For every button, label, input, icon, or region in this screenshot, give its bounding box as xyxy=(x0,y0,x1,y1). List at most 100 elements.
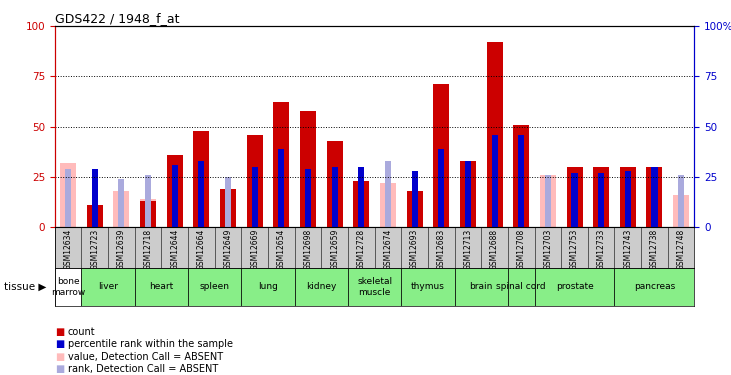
Text: thymus: thymus xyxy=(411,282,445,291)
Text: ■: ■ xyxy=(55,327,64,337)
Bar xyxy=(241,268,295,306)
Text: GSM12723: GSM12723 xyxy=(91,229,99,270)
Bar xyxy=(567,166,583,227)
Text: ■: ■ xyxy=(55,364,64,374)
Bar xyxy=(295,268,348,306)
Text: GSM12713: GSM12713 xyxy=(463,229,472,270)
Bar xyxy=(118,179,124,227)
Text: ■: ■ xyxy=(55,352,64,362)
Bar xyxy=(140,201,156,227)
Text: kidney: kidney xyxy=(306,282,336,291)
Text: rank, Detection Call = ABSENT: rank, Detection Call = ABSENT xyxy=(68,364,219,374)
Bar xyxy=(348,268,401,306)
Bar xyxy=(513,124,529,227)
Bar xyxy=(460,160,476,227)
Bar xyxy=(646,171,662,227)
Bar xyxy=(620,166,636,227)
Bar xyxy=(92,169,98,227)
Text: GSM12688: GSM12688 xyxy=(490,229,499,270)
Bar xyxy=(646,166,662,227)
Text: liver: liver xyxy=(98,282,118,291)
Text: GSM12743: GSM12743 xyxy=(624,229,632,270)
Text: tissue ▶: tissue ▶ xyxy=(4,282,46,292)
Text: count: count xyxy=(68,327,96,337)
Bar xyxy=(246,135,262,227)
Bar xyxy=(651,166,657,227)
Text: GSM12654: GSM12654 xyxy=(277,229,286,270)
Bar xyxy=(60,163,76,227)
Text: bone
marrow: bone marrow xyxy=(51,277,86,297)
Text: pancreas: pancreas xyxy=(634,282,675,291)
Bar xyxy=(251,166,258,227)
Bar xyxy=(406,191,423,227)
Bar xyxy=(273,102,289,227)
Text: ■: ■ xyxy=(55,339,64,349)
Bar xyxy=(300,111,316,227)
Text: GSM12748: GSM12748 xyxy=(677,229,686,270)
Text: GSM12644: GSM12644 xyxy=(170,229,179,270)
Bar xyxy=(678,175,684,227)
Bar xyxy=(651,177,657,227)
Bar xyxy=(194,130,209,227)
Bar xyxy=(332,166,338,227)
Bar xyxy=(487,42,502,227)
Bar xyxy=(113,191,129,227)
Text: GSM12639: GSM12639 xyxy=(117,229,126,270)
Text: GSM12674: GSM12674 xyxy=(384,229,393,270)
Bar xyxy=(508,268,534,306)
Text: GSM12738: GSM12738 xyxy=(650,229,659,270)
Text: GSM12753: GSM12753 xyxy=(570,229,579,270)
Text: spleen: spleen xyxy=(200,282,230,291)
Bar xyxy=(167,154,183,227)
Text: GSM12649: GSM12649 xyxy=(224,229,232,270)
Bar xyxy=(572,173,577,227)
Bar xyxy=(412,171,417,227)
Bar xyxy=(358,166,364,227)
Bar xyxy=(135,268,188,306)
Bar xyxy=(172,165,178,227)
Text: GSM12718: GSM12718 xyxy=(143,229,153,270)
Text: GSM12693: GSM12693 xyxy=(410,229,419,270)
Text: brain: brain xyxy=(469,282,493,291)
Text: percentile rank within the sample: percentile rank within the sample xyxy=(68,339,233,349)
Bar xyxy=(385,160,391,227)
Bar xyxy=(625,171,631,227)
Bar xyxy=(545,175,551,227)
Bar xyxy=(327,141,343,227)
Bar xyxy=(433,84,450,227)
Bar xyxy=(540,175,556,227)
Bar xyxy=(465,160,471,227)
Bar xyxy=(615,268,694,306)
Bar xyxy=(279,148,284,227)
Bar xyxy=(65,169,71,227)
Bar xyxy=(145,175,151,227)
Bar xyxy=(673,195,689,227)
Bar xyxy=(438,148,444,227)
Bar xyxy=(593,166,609,227)
Text: GDS422 / 1948_f_at: GDS422 / 1948_f_at xyxy=(55,12,179,25)
Bar xyxy=(140,199,156,227)
Text: GSM12664: GSM12664 xyxy=(197,229,206,270)
Text: GSM12733: GSM12733 xyxy=(596,229,606,270)
Bar xyxy=(455,268,508,306)
Text: spinal cord: spinal cord xyxy=(496,282,546,291)
Bar xyxy=(188,268,241,306)
Bar xyxy=(225,177,231,227)
Bar xyxy=(305,169,311,227)
Bar xyxy=(87,205,103,227)
Bar xyxy=(81,268,135,306)
Bar xyxy=(220,189,236,227)
Text: GSM12669: GSM12669 xyxy=(250,229,260,270)
Bar xyxy=(598,173,605,227)
Bar xyxy=(55,268,81,306)
Bar xyxy=(401,268,455,306)
Text: GSM12659: GSM12659 xyxy=(330,229,339,270)
Text: heart: heart xyxy=(149,282,173,291)
Text: GSM12698: GSM12698 xyxy=(303,229,313,270)
Text: GSM12634: GSM12634 xyxy=(64,229,72,270)
Bar xyxy=(518,135,524,227)
Text: GSM12683: GSM12683 xyxy=(436,229,446,270)
Bar xyxy=(534,268,615,306)
Text: GSM12703: GSM12703 xyxy=(543,229,553,270)
Bar xyxy=(380,183,396,227)
